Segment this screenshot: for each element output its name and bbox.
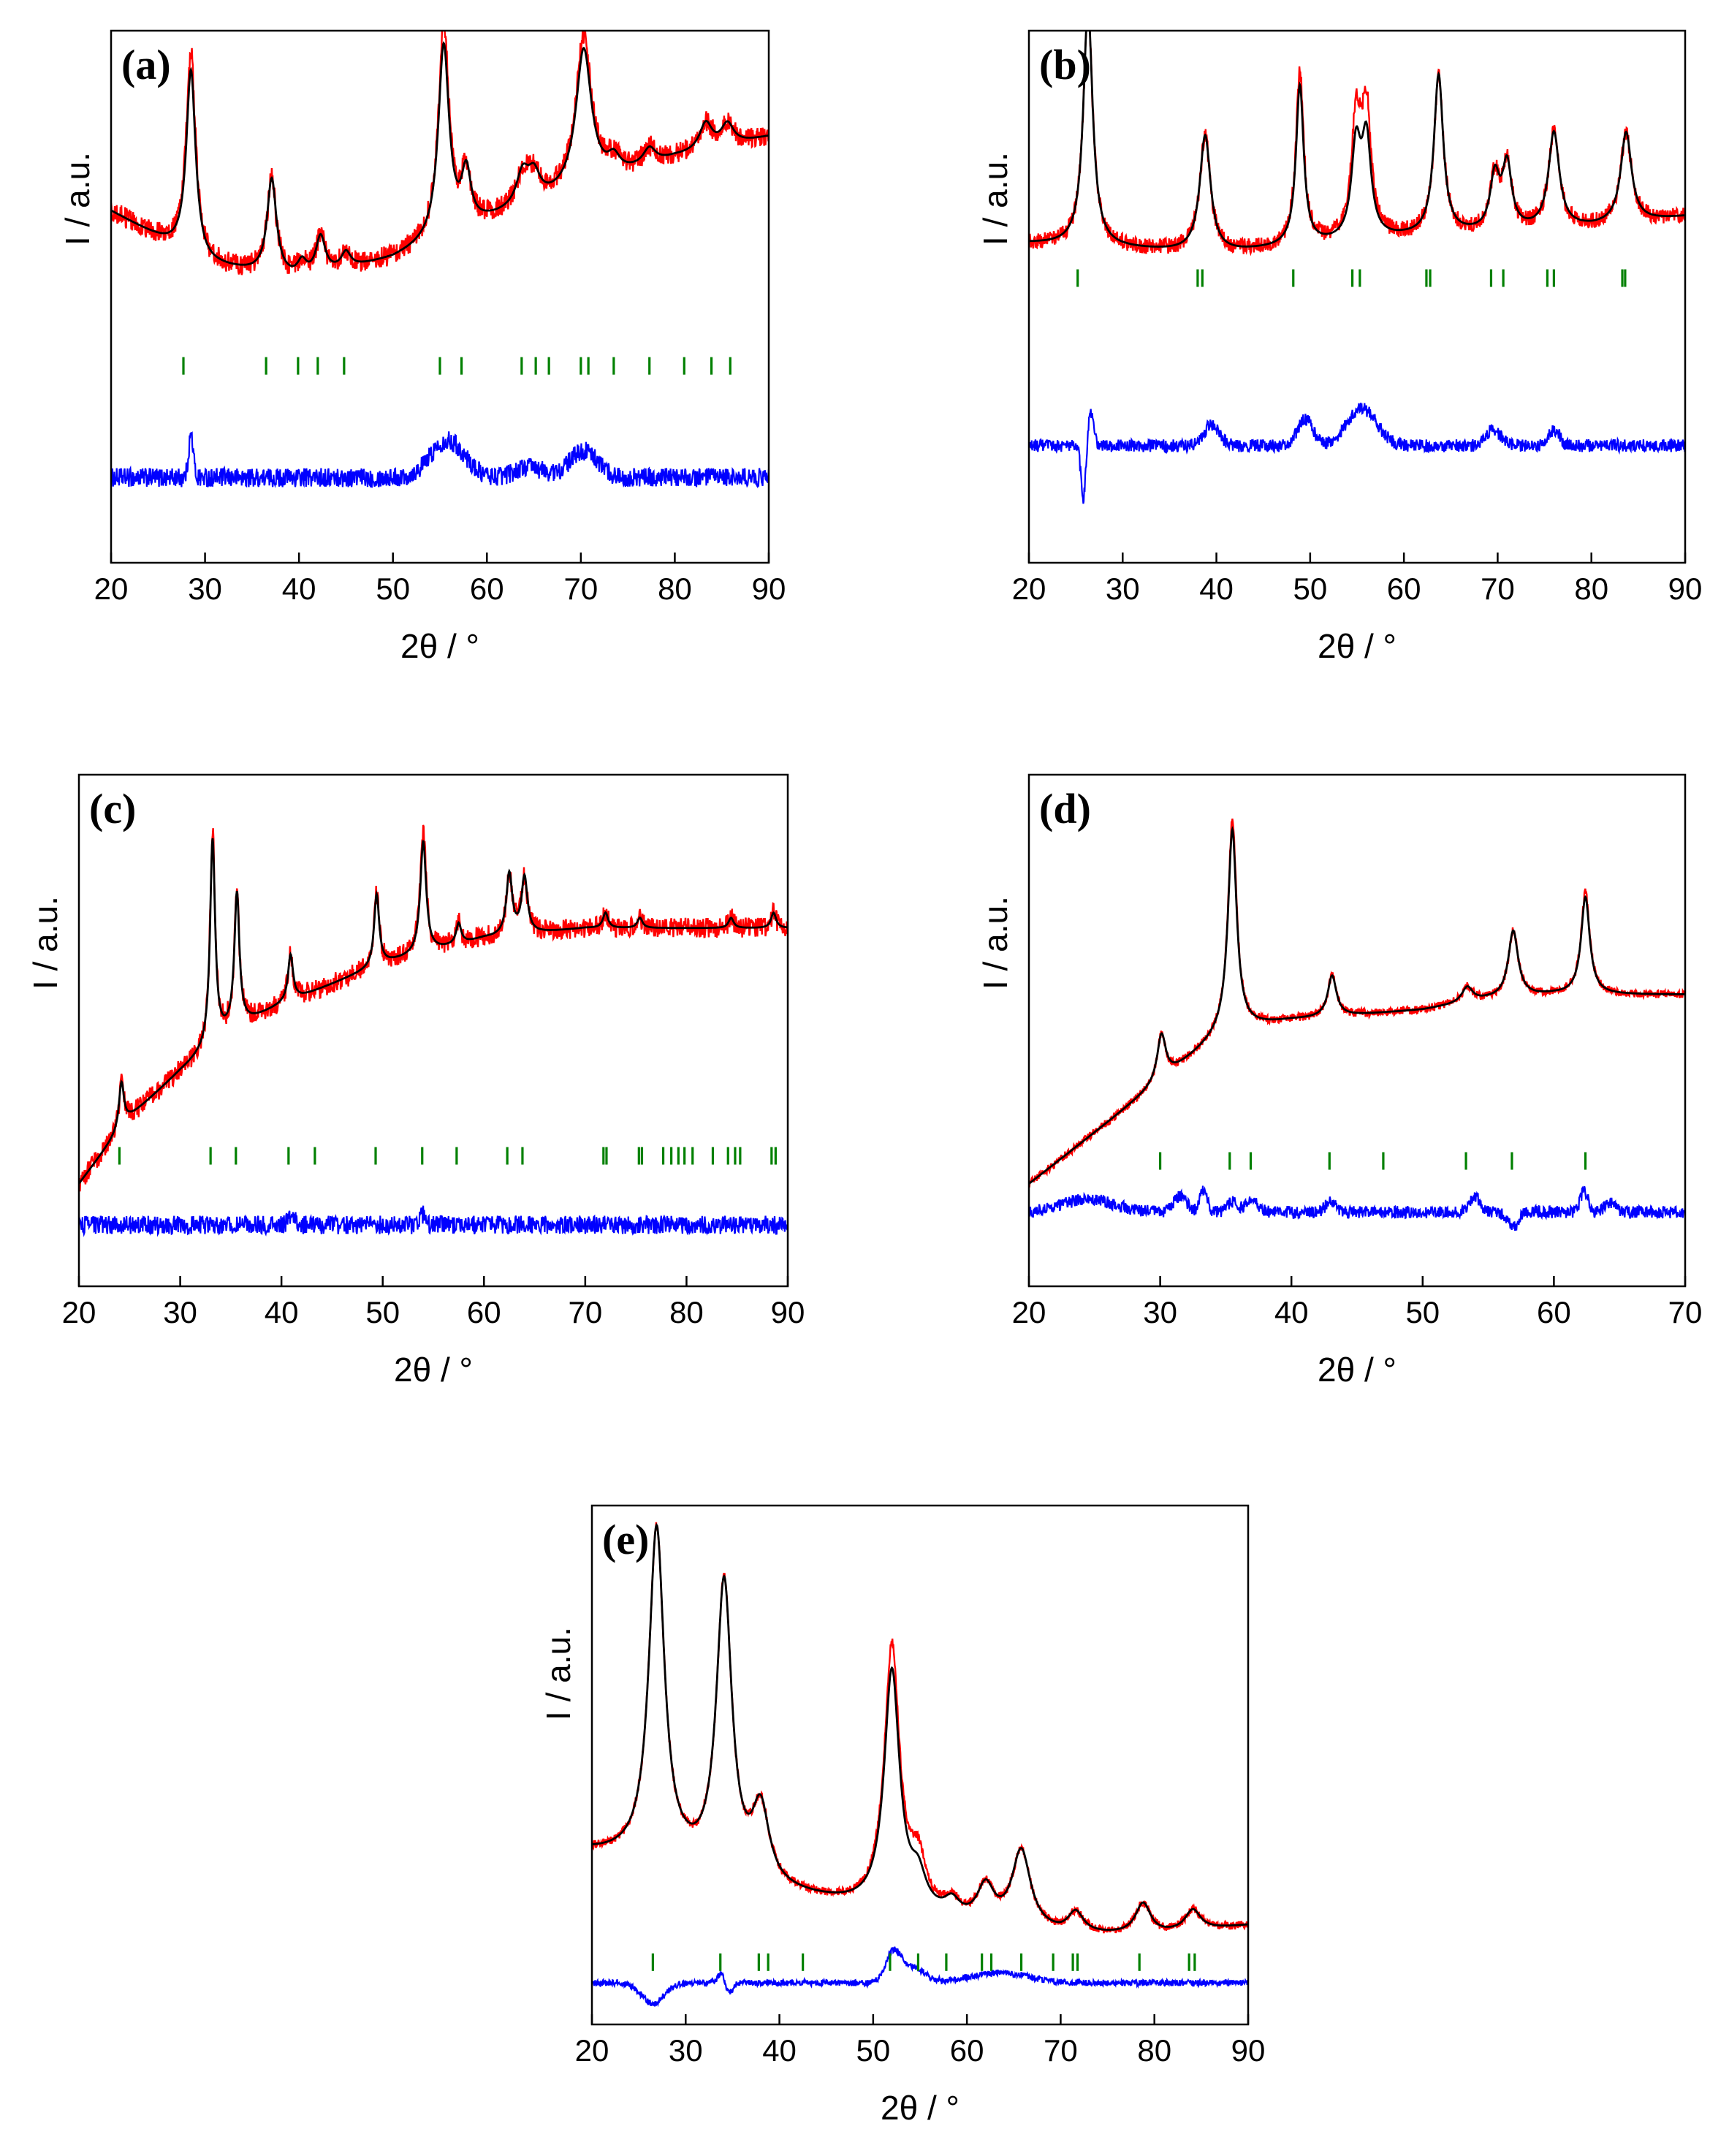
- observed-curve: [1029, 819, 1685, 1188]
- plot-frame: [590, 1504, 1250, 2026]
- calculated-curve: [592, 1522, 1248, 1931]
- panel-d: 20 30 40 50 60 70 2θ / ° I / a.u. (d): [976, 773, 1703, 1389]
- y-axis-title: I / a.u.: [58, 152, 96, 246]
- panel-label: (d): [1039, 785, 1091, 832]
- calculated-curve: [79, 838, 788, 1185]
- x-tick-label: 80: [658, 572, 692, 606]
- difference-curve: [79, 1205, 788, 1237]
- x-tick-label: 70: [1044, 2033, 1078, 2068]
- x-tick-label: 40: [762, 2033, 797, 2068]
- plot-frame: [1027, 29, 1687, 564]
- plot-frame: [77, 773, 789, 1288]
- observed-curve: [111, 31, 769, 276]
- calculated-curve: [1029, 826, 1685, 1185]
- x-tick-label: 20: [62, 1295, 96, 1329]
- x-tick-label: 40: [265, 1295, 299, 1329]
- observed-curve: [79, 824, 788, 1192]
- x-tick-label: 50: [1293, 572, 1327, 606]
- panel-label: (a): [121, 41, 171, 88]
- panel-e: 20 30 40 50 60 70 80 90 2θ / ° I / a.u. (e): [539, 1504, 1266, 2127]
- x-tick-label: 20: [1012, 572, 1046, 606]
- panel-label: (e): [602, 1516, 649, 1563]
- x-tick-label: 30: [1143, 1295, 1177, 1329]
- calculated-curve: [1029, 31, 1685, 248]
- observed-curve: [1029, 31, 1685, 257]
- x-tick-label: 90: [1231, 2033, 1266, 2068]
- panel-c: 20 30 40 50 60 70 80 90 2θ / ° I / a.u. (c): [26, 773, 805, 1389]
- observed-curve: [592, 1522, 1248, 1934]
- x-tick-label: 80: [1137, 2033, 1171, 2068]
- x-tick-label: 40: [1199, 572, 1234, 606]
- x-tick-label: 30: [669, 2033, 703, 2068]
- x-axis-title: 2θ / °: [394, 1351, 473, 1389]
- x-tick-label: 30: [1106, 572, 1140, 606]
- difference-curve: [111, 431, 769, 489]
- panel-a: 20 30 40 50 60 70 80 90 2θ / ° I / a.u. (a): [58, 29, 786, 665]
- difference-curve: [592, 1946, 1248, 2008]
- x-axis-title: 2θ / °: [400, 627, 479, 665]
- x-tick-label: 80: [1574, 572, 1608, 606]
- plot-frame: [110, 29, 770, 564]
- x-tick-label: 60: [1387, 572, 1421, 606]
- y-axis-title: I / a.u.: [976, 896, 1014, 990]
- y-axis-title: I / a.u.: [539, 1627, 577, 1720]
- difference-curve: [1029, 402, 1685, 504]
- x-axis-title: 2θ / °: [1318, 627, 1396, 665]
- x-tick-label: 70: [1668, 1295, 1703, 1329]
- y-axis-title: I / a.u.: [26, 896, 64, 990]
- x-tick-label: 60: [1537, 1295, 1571, 1329]
- x-tick-label: 70: [563, 572, 598, 606]
- x-tick-label: 20: [94, 572, 129, 606]
- x-tick-label: 70: [1481, 572, 1515, 606]
- x-tick-label: 40: [1274, 1295, 1309, 1329]
- x-tick-label: 50: [376, 572, 410, 606]
- x-tick-label: 20: [1012, 1295, 1046, 1329]
- x-tick-label: 90: [771, 1295, 805, 1329]
- x-tick-label: 50: [1405, 1295, 1440, 1329]
- x-axis-title: 2θ / °: [1318, 1351, 1396, 1389]
- y-axis-title: I / a.u.: [976, 152, 1014, 246]
- x-tick-label: 90: [1668, 572, 1703, 606]
- x-tick-label: 60: [470, 572, 504, 606]
- panel-b: 20 30 40 50 60 70 80 90 2θ / ° I / a.u. (b): [976, 29, 1703, 665]
- x-tick-label: 50: [365, 1295, 400, 1329]
- x-tick-label: 20: [575, 2033, 609, 2068]
- panel-label: (b): [1039, 41, 1091, 88]
- x-tick-label: 30: [188, 572, 222, 606]
- difference-curve: [1029, 1185, 1685, 1231]
- x-tick-label: 60: [950, 2033, 984, 2068]
- panel-label: (c): [89, 785, 136, 832]
- x-tick-label: 90: [752, 572, 786, 606]
- calculated-curve: [111, 41, 769, 267]
- x-axis-title: 2θ / °: [881, 2089, 960, 2127]
- x-tick-label: 80: [669, 1295, 704, 1329]
- x-tick-label: 50: [856, 2033, 890, 2068]
- plot-frame: [1027, 773, 1687, 1288]
- x-tick-label: 40: [282, 572, 316, 606]
- x-tick-label: 60: [467, 1295, 501, 1329]
- x-tick-label: 70: [568, 1295, 602, 1329]
- x-tick-label: 30: [163, 1295, 197, 1329]
